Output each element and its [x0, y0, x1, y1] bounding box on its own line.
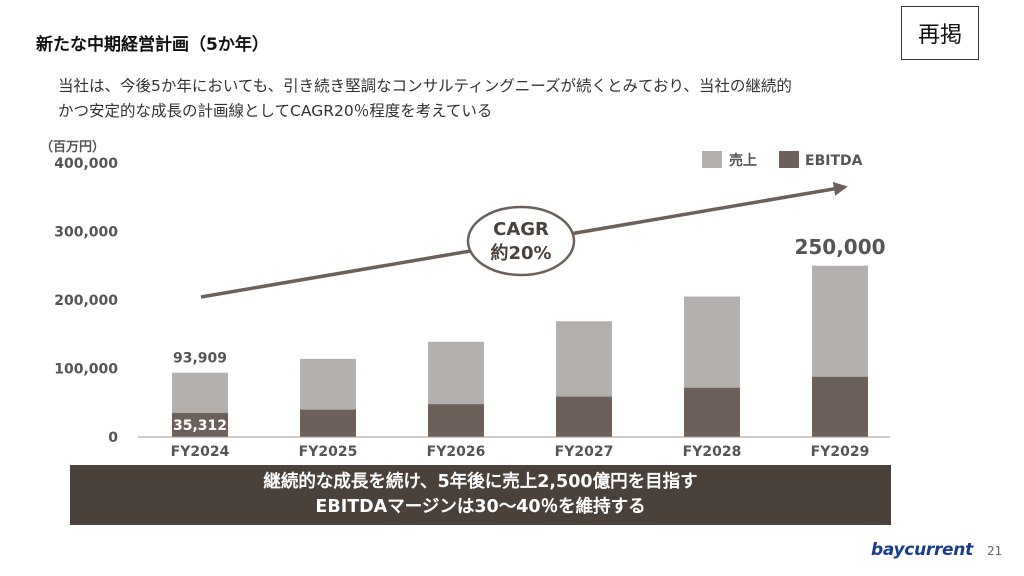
description: 当社は、今後5か年においても、引き続き堅調なコンサルティングニーズが続くとみてお… [58, 74, 978, 124]
description-line-1: 当社は、今後5か年においても、引き続き堅調なコンサルティングニーズが続くとみてお… [58, 77, 792, 95]
slide-title: 新たな中期経営計画（5か年） [36, 35, 269, 55]
bar-sales-fy2027 [556, 321, 612, 397]
y-tick-label: 200,000 [54, 293, 118, 309]
legend-label-sales: 売上 [729, 152, 757, 169]
bar-ebitda-fy2027 [556, 396, 612, 437]
bar-ebitda-fy2029 [812, 376, 868, 437]
company-logo: baycurrent [871, 540, 973, 560]
legend-swatch-ebitda [779, 151, 799, 168]
legend: 売上 EBITDA [702, 151, 863, 169]
bar-sales-fy2024 [172, 372, 228, 413]
x-tick-label: FY2024 [171, 444, 230, 460]
y-tick-label: 0 [108, 430, 118, 446]
bar-ebitda-fy2025 [300, 409, 356, 437]
bar-sales-fy2028 [684, 296, 740, 388]
banner-line-1: 継続的な成長を続け、5年後に売上2,500億円を目指す [263, 472, 698, 492]
x-tick-label: FY2028 [683, 444, 742, 460]
cagr-value: 約20% [490, 242, 551, 264]
data-label-fy2024-sales: 93,909 [173, 351, 227, 367]
x-tick-label: FY2025 [299, 444, 358, 460]
description-line-2: かつ安定的な成長の計画線としてCAGR20％程度を考えている [58, 102, 493, 120]
summary-banner: 継続的な成長を続け、5年後に売上2,500億円を目指す EBITDAマージンは3… [70, 465, 891, 525]
cagr-ellipse [466, 205, 576, 277]
legend-label-ebitda: EBITDA [805, 153, 863, 169]
x-tick-label: FY2026 [427, 444, 486, 460]
unit-label: （百万円） [40, 139, 105, 155]
bar-sales-fy2029 [812, 265, 868, 377]
bar-ebitda-fy2026 [428, 404, 484, 437]
bar-sales-fy2025 [300, 358, 356, 410]
bar-ebitda-fy2028 [684, 387, 740, 437]
reposted-badge: 再掲 [901, 6, 979, 60]
y-tick-label: 100,000 [54, 362, 118, 378]
cagr-annotation: CAGR 約20% [466, 205, 576, 277]
legend-swatch-sales [702, 151, 722, 168]
banner-line-2: EBITDAマージンは30～40％を維持する [315, 497, 646, 517]
data-label-fy2024-ebitda: 35,312 [173, 418, 227, 434]
bar-ebitda-fy2024 [172, 412, 228, 437]
page-number: 21 [987, 544, 1003, 558]
data-label-fy2029-sales: 250,000 [794, 235, 885, 259]
bar-sales-fy2026 [428, 341, 484, 405]
x-tick-label: FY2027 [555, 444, 614, 460]
x-tick-label: FY2029 [811, 444, 870, 460]
y-tick-label: 400,000 [54, 156, 118, 172]
y-tick-label: 300,000 [54, 225, 118, 241]
cagr-label: CAGR [493, 219, 549, 240]
revenue-ebitda-chart: （百万円） 0 100,000 200,000 300,000 400,000 FY20… [40, 139, 890, 460]
